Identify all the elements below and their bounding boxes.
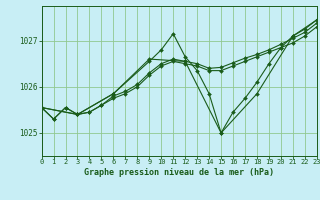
X-axis label: Graphe pression niveau de la mer (hPa): Graphe pression niveau de la mer (hPa): [84, 168, 274, 177]
